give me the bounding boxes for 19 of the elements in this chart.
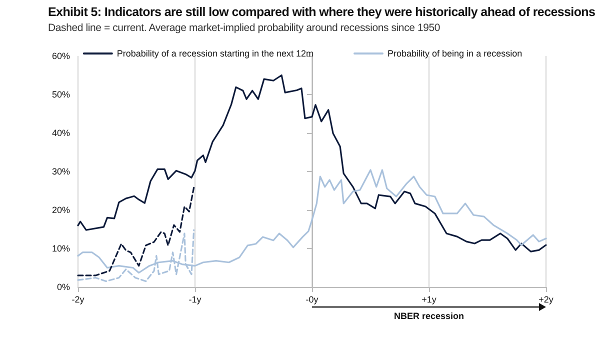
y-tick-label: 0% [56, 282, 70, 292]
x-tick-label: -0y [306, 294, 319, 304]
chart-title: Exhibit 5: Indicators are still low compared with where they were historically ahead of recessions [48, 5, 596, 19]
chart-subtitle: Dashed line = current. Average market-implied probability around recessions since 1950 [48, 22, 440, 34]
text: NBER recession [394, 311, 464, 321]
y-tick-label: 20% [52, 205, 70, 215]
x-tick-label: +2y [538, 294, 554, 304]
y-tick-label: 60% [52, 51, 70, 61]
x-tick-label: +1y [422, 294, 437, 304]
y-tick-label: 40% [52, 128, 70, 138]
legend-label: Probability of being in a recession [388, 48, 522, 58]
x-tick-label: -2y [72, 294, 85, 304]
y-tick-label: 10% [52, 244, 70, 254]
y-tick-label: 30% [52, 166, 70, 176]
line-series [77, 74, 547, 252]
y-tick-label: 50% [52, 90, 70, 100]
x-tick-label: -1y [188, 294, 202, 304]
legend-label: Probability of a recession starting in the next 12m [116, 48, 314, 58]
line-series [77, 186, 195, 276]
